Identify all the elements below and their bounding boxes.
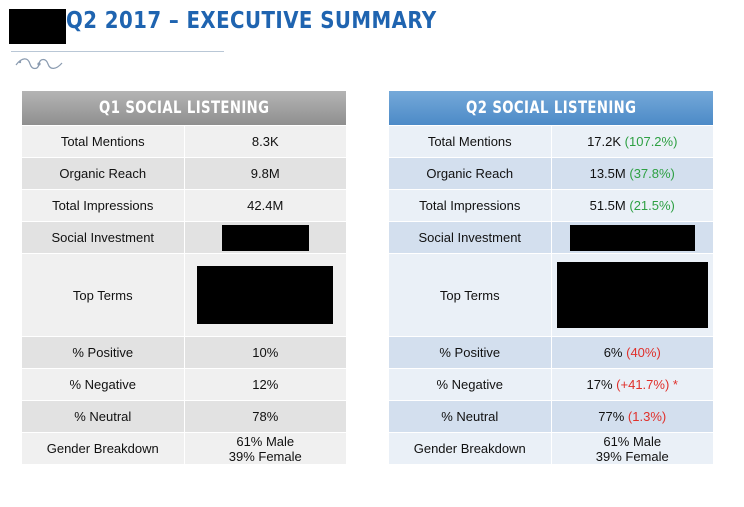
table-row: Organic Reach 9.8M — [22, 157, 346, 190]
value-line: 39% Female — [595, 448, 669, 464]
table-row: % Neutral 77% (1.3%) — [389, 400, 713, 433]
row-label: % Negative — [389, 368, 552, 401]
row-label: Social Investment — [389, 221, 552, 254]
change-value: (37.8%) — [629, 166, 675, 181]
table-row: Social Investment — [389, 221, 713, 254]
row-value — [551, 221, 713, 254]
table-row: Social Investment — [22, 221, 346, 254]
page-title: Q2 2017 – EXECUTIVE SUMMARY — [66, 8, 437, 34]
table-row: % Positive 6% (40%) — [389, 336, 713, 369]
row-label: % Neutral — [22, 400, 185, 433]
row-value: 78% — [184, 400, 346, 433]
redacted-logo — [9, 9, 66, 44]
change-value: (40%) — [626, 345, 661, 360]
table-row: Top Terms — [22, 253, 346, 337]
row-value: 12% — [184, 368, 346, 401]
flourish-ornament-icon — [15, 58, 63, 70]
row-label: Social Investment — [22, 221, 185, 254]
value-line: 61% Male — [603, 433, 662, 449]
table-row: Gender Breakdown 61% Male 39% Female — [22, 432, 346, 464]
value-line: 39% Female — [228, 448, 302, 464]
row-value: 9.8M — [184, 157, 346, 190]
row-label: % Negative — [22, 368, 185, 401]
row-value: 42.4M — [184, 189, 346, 222]
q1-social-listening-table: Q1 SOCIAL LISTENING Total Mentions 8.3K O… — [22, 91, 346, 464]
row-value: 6% (40%) — [551, 336, 713, 369]
row-value: 8.3K — [184, 125, 346, 158]
row-label: Top Terms — [389, 253, 552, 337]
row-value: 61% Male 39% Female — [551, 432, 713, 464]
table-row: Organic Reach 13.5M (37.8%) — [389, 157, 713, 190]
table-row: Gender Breakdown 61% Male 39% Female — [389, 432, 713, 464]
row-value: 17.2K (107.2%) — [551, 125, 713, 158]
q1-heading: Q1 SOCIAL LISTENING — [22, 91, 346, 126]
row-label: Total Impressions — [389, 189, 552, 222]
row-value — [184, 221, 346, 254]
row-value: 51.5M (21.5%) — [551, 189, 713, 222]
change-value: (1.3%) — [627, 409, 667, 424]
row-value — [551, 253, 713, 337]
row-value — [184, 253, 346, 337]
table-row: Total Impressions 51.5M (21.5%) — [389, 189, 713, 222]
redacted-value — [221, 224, 309, 251]
row-label: % Neutral — [389, 400, 552, 433]
row-label: % Positive — [389, 336, 552, 369]
table-row: % Negative 17% (+41.7%) * — [389, 368, 713, 401]
title-divider — [11, 51, 224, 52]
table-row: Total Mentions 8.3K — [22, 125, 346, 158]
value-line: 61% Male — [236, 433, 295, 449]
table-row: Top Terms — [389, 253, 713, 337]
row-label: Gender Breakdown — [389, 432, 552, 464]
row-label: Total Impressions — [22, 189, 185, 222]
row-value: 77% (1.3%) — [551, 400, 713, 433]
row-value: 61% Male 39% Female — [184, 432, 346, 464]
redacted-value — [556, 262, 708, 328]
row-label: % Positive — [22, 336, 185, 369]
change-value: (107.2%) — [624, 134, 678, 149]
q2-social-listening-table: Q2 SOCIAL LISTENING Total Mentions 17.2K … — [389, 91, 713, 464]
redacted-value — [569, 224, 695, 251]
row-label: Gender Breakdown — [22, 432, 185, 464]
redacted-value — [197, 266, 334, 324]
change-value: (+41.7%) * — [616, 377, 678, 392]
table-row: % Positive 10% — [22, 336, 346, 369]
row-label: Total Mentions — [389, 125, 552, 158]
change-value: (21.5%) — [629, 198, 675, 213]
table-row: Total Mentions 17.2K (107.2%) — [389, 125, 713, 158]
q2-heading: Q2 SOCIAL LISTENING — [389, 91, 713, 126]
row-value: 10% — [184, 336, 346, 369]
row-value: 13.5M (37.8%) — [551, 157, 713, 190]
row-label: Total Mentions — [22, 125, 185, 158]
row-label: Organic Reach — [22, 157, 185, 190]
table-row: % Neutral 78% — [22, 400, 346, 433]
table-row: % Negative 12% — [22, 368, 346, 401]
row-value: 17% (+41.7%) * — [551, 368, 713, 401]
row-label: Organic Reach — [389, 157, 552, 190]
row-label: Top Terms — [22, 253, 185, 337]
table-row: Total Impressions 42.4M — [22, 189, 346, 222]
